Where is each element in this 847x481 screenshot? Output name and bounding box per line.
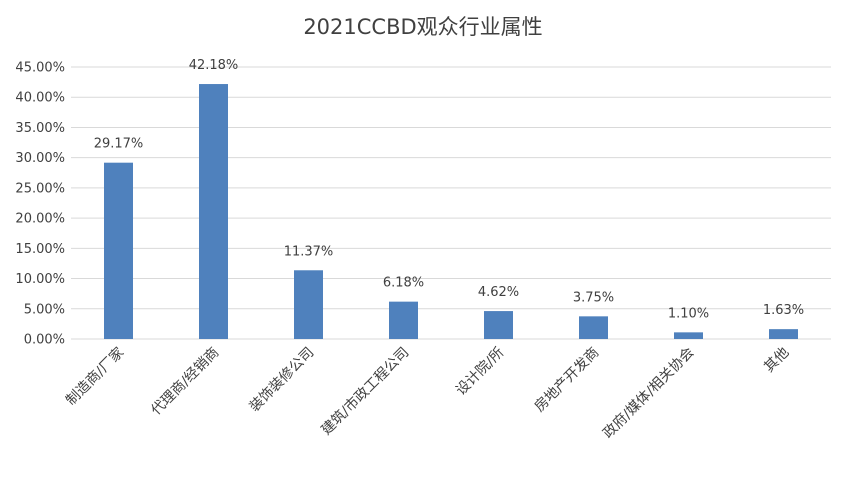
category-label: 其他 [761, 345, 792, 376]
bar [104, 162, 133, 339]
bar [674, 332, 703, 339]
bars [104, 84, 798, 339]
data-label: 11.37% [284, 244, 334, 259]
data-label: 29.17% [94, 137, 144, 152]
category-label: 建筑/市政工程公司 [318, 344, 413, 439]
data-label: 1.63% [763, 303, 804, 318]
bar [769, 329, 798, 339]
bar [484, 311, 513, 339]
data-label: 42.18% [189, 58, 239, 73]
y-axis-ticks: 0.00% 5.00% 10.00% 15.00% 20.00% 25.00% 30.00%… [15, 61, 65, 348]
y-tick-label: 15.00% [15, 242, 65, 257]
y-tick-label: 45.00% [15, 61, 65, 76]
category-label: 代理商/经销商 [148, 345, 222, 419]
y-tick-label: 0.00% [24, 333, 65, 348]
bar [294, 270, 323, 339]
data-label: 1.10% [668, 306, 709, 321]
y-tick-label: 30.00% [15, 151, 65, 166]
category-label: 设计院/所 [453, 345, 507, 399]
y-tick-label: 25.00% [15, 181, 65, 196]
bar [199, 84, 228, 339]
category-label: 房地产开发商 [532, 345, 603, 416]
data-label: 3.75% [573, 290, 614, 305]
y-tick-label: 5.00% [24, 302, 65, 317]
category-label: 政府/媒体/相关协会 [600, 345, 697, 442]
y-tick-label: 20.00% [15, 212, 65, 227]
category-label: 装饰装修公司 [247, 345, 318, 416]
y-tick-label: 10.00% [15, 272, 65, 287]
y-tick-label: 35.00% [15, 121, 65, 136]
chart-title: 2021CCBD观众行业属性 [303, 15, 542, 39]
gridlines [71, 66, 831, 340]
data-label: 4.62% [478, 285, 519, 300]
bar [579, 316, 608, 339]
category-labels: 制造商/厂家 代理商/经销商 装饰装修公司 建筑/市政工程公司 设计院/所 房地产开发商政… [62, 344, 792, 442]
bar [389, 301, 418, 339]
y-tick-label: 40.00% [15, 91, 65, 106]
data-labels: 29.17% 42.18% 11.37% 6.18% 4.62% 3.75% 1.10% 1.… [94, 58, 804, 321]
data-label: 6.18% [383, 276, 424, 291]
category-label: 制造商/厂家 [62, 344, 127, 409]
